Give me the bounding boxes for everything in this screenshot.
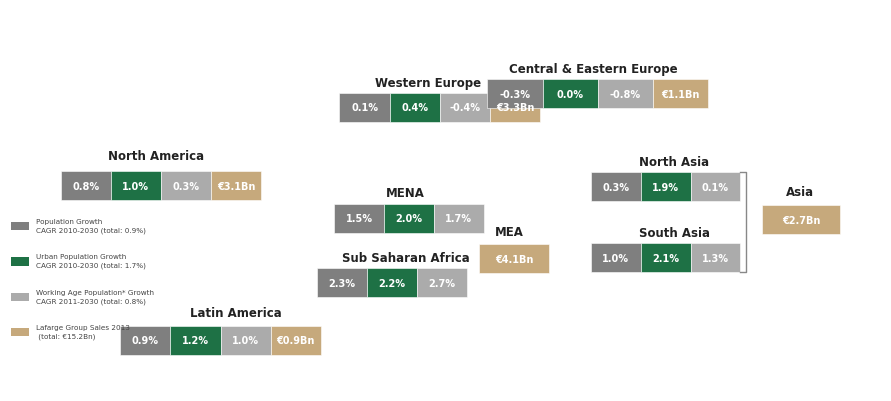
Text: 0.1%: 0.1% — [702, 182, 729, 192]
Text: 0.3%: 0.3% — [172, 181, 200, 191]
Bar — [211, 172, 261, 200]
Text: €3.3Bn: €3.3Bn — [495, 103, 534, 113]
Text: Asia: Asia — [786, 186, 814, 198]
Bar — [641, 173, 691, 202]
Text: €3.1Bn: €3.1Bn — [217, 181, 255, 191]
Text: 2.3%: 2.3% — [329, 278, 356, 288]
Text: MENA: MENA — [386, 187, 425, 200]
Text: €0.9Bn: €0.9Bn — [276, 336, 315, 345]
Bar — [591, 244, 641, 273]
Bar — [161, 172, 211, 200]
Text: 0.8%: 0.8% — [72, 181, 99, 191]
Text: 1.2%: 1.2% — [182, 336, 209, 345]
Bar — [11, 293, 29, 301]
Bar — [339, 93, 389, 122]
Bar — [691, 244, 740, 273]
Text: Sub Saharan Africa: Sub Saharan Africa — [341, 251, 470, 264]
Text: 1.0%: 1.0% — [122, 181, 150, 191]
Bar — [334, 205, 384, 233]
Text: €1.1Bn: €1.1Bn — [661, 90, 700, 99]
Text: North Asia: North Asia — [640, 156, 709, 168]
Bar — [110, 172, 161, 200]
Text: 1.7%: 1.7% — [446, 214, 472, 224]
Text: South Asia: South Asia — [639, 227, 710, 239]
Text: MEA: MEA — [495, 226, 524, 239]
Bar — [691, 173, 740, 202]
Bar — [440, 93, 490, 122]
Text: Population Growth
CAGR 2010-2030 (total: 0.9%): Population Growth CAGR 2010-2030 (total:… — [36, 218, 145, 233]
Bar — [367, 269, 417, 298]
Bar — [11, 223, 29, 231]
Bar — [11, 328, 29, 336]
Text: 2.2%: 2.2% — [379, 278, 405, 288]
Bar — [490, 93, 540, 122]
Text: -0.8%: -0.8% — [610, 90, 641, 99]
Bar — [434, 205, 484, 233]
Text: 0.0%: 0.0% — [557, 90, 584, 99]
Bar — [591, 173, 641, 202]
Text: Lafarge Group Sales 2013
 (total: €15.2Bn): Lafarge Group Sales 2013 (total: €15.2Bn… — [36, 324, 129, 339]
Bar — [384, 205, 434, 233]
Bar — [598, 80, 653, 109]
Text: Urban Population Growth
CAGR 2010-2030 (total: 1.7%): Urban Population Growth CAGR 2010-2030 (… — [36, 253, 145, 269]
Text: -0.3%: -0.3% — [500, 90, 530, 99]
Text: Working Age Population* Growth
CAGR 2011-2030 (total: 0.8%): Working Age Population* Growth CAGR 2011… — [36, 289, 153, 304]
Bar — [479, 245, 549, 273]
Bar — [317, 269, 367, 298]
Text: €4.1Bn: €4.1Bn — [495, 254, 534, 264]
Text: 1.3%: 1.3% — [702, 253, 729, 263]
Bar — [487, 80, 543, 109]
Text: 0.9%: 0.9% — [132, 336, 159, 345]
Text: 1.0%: 1.0% — [232, 336, 259, 345]
Bar — [389, 93, 440, 122]
Bar — [61, 172, 110, 200]
Text: Western Europe: Western Europe — [374, 77, 481, 90]
Bar — [762, 206, 840, 235]
Bar — [417, 269, 467, 298]
Text: Central & Eastern Europe: Central & Eastern Europe — [509, 63, 678, 76]
Text: 2.7%: 2.7% — [429, 278, 455, 288]
Bar — [120, 326, 170, 355]
Text: 1.5%: 1.5% — [346, 214, 372, 224]
Bar — [221, 326, 271, 355]
Text: North America: North America — [108, 150, 204, 162]
Bar — [170, 326, 221, 355]
Text: -0.4%: -0.4% — [449, 103, 480, 113]
Text: €2.7Bn: €2.7Bn — [781, 215, 821, 225]
Text: 0.3%: 0.3% — [602, 182, 629, 192]
Text: 0.1%: 0.1% — [351, 103, 378, 113]
Text: 2.1%: 2.1% — [652, 253, 679, 263]
Text: 1.9%: 1.9% — [652, 182, 679, 192]
Text: 1.0%: 1.0% — [602, 253, 629, 263]
Bar — [641, 244, 691, 273]
Text: Latin America: Latin America — [191, 306, 282, 319]
Text: 2.0%: 2.0% — [396, 214, 422, 224]
Bar — [11, 258, 29, 266]
Text: 0.4%: 0.4% — [401, 103, 429, 113]
Bar — [543, 80, 598, 109]
Bar — [653, 80, 708, 109]
Bar — [271, 326, 321, 355]
